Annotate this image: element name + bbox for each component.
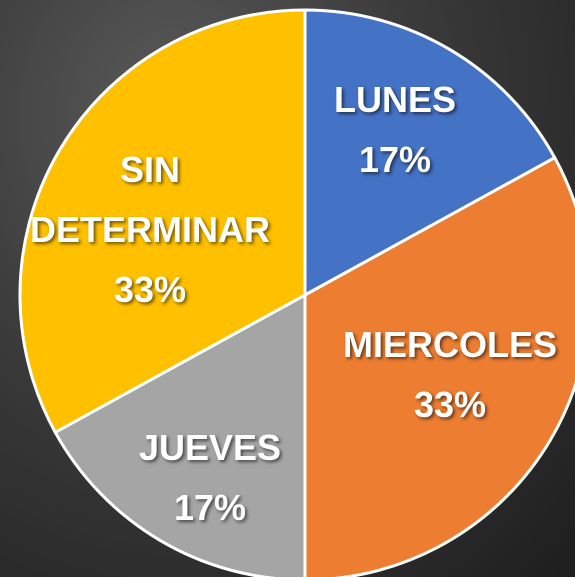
category-label: JUEVES	[110, 418, 310, 478]
category-label: MIERCOLES	[320, 315, 575, 375]
category-label: LUNES	[320, 70, 470, 130]
value-label: 17%	[110, 478, 310, 538]
value-label: 33%	[10, 260, 290, 320]
category-label: SIN DETERMINAR	[10, 140, 290, 260]
value-label: 33%	[320, 375, 575, 435]
value-label: 17%	[320, 130, 470, 190]
page: (() => { const data = JSON.parse(documen…	[0, 0, 575, 577]
